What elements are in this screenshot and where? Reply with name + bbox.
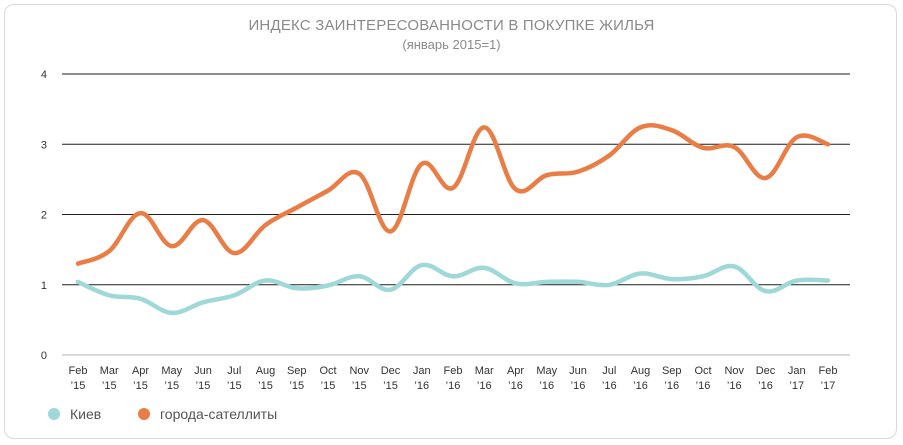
x-tick-label-year: ’15 <box>258 380 273 392</box>
x-tick-label: Feb <box>819 365 838 377</box>
series-line-0 <box>75 262 831 316</box>
legend-item-0: Киев <box>48 406 101 422</box>
x-tick-label: Nov <box>724 365 744 377</box>
x-tick-label: Feb <box>69 365 88 377</box>
x-tick-label-year: ’15 <box>352 380 367 392</box>
x-tick-label-year: ’15 <box>321 380 336 392</box>
x-tick-label: Sep <box>287 365 307 377</box>
x-tick-label-year: ’16 <box>477 380 492 392</box>
x-tick-label-year: ’17 <box>789 380 804 392</box>
x-tick-label-year: ’16 <box>664 380 679 392</box>
x-tick-label: Aug <box>256 365 276 377</box>
legend-item-1: города-сателлиты <box>138 406 277 422</box>
x-tick-label-year: ’15 <box>133 380 148 392</box>
x-tick-label: May <box>161 365 182 377</box>
x-tick-label: Aug <box>631 365 651 377</box>
x-tick-label: May <box>536 365 557 377</box>
x-tick-label-year: ’15 <box>227 380 242 392</box>
x-tick-label: Jul <box>227 365 241 377</box>
x-tick-label: Oct <box>319 365 336 377</box>
y-tick-label: 2 <box>41 210 47 222</box>
x-tick-label-year: ’16 <box>696 380 711 392</box>
x-tick-label: Feb <box>444 365 463 377</box>
x-tick-label: Oct <box>694 365 711 377</box>
x-tick-label-year: ’16 <box>414 380 429 392</box>
x-tick-label-year: ’15 <box>71 380 86 392</box>
y-tick-label: 0 <box>41 350 47 362</box>
chart-subtitle: (январь 2015=1) <box>402 37 501 52</box>
x-tick-label: Mar <box>100 365 119 377</box>
x-tick-label-year: ’15 <box>196 380 211 392</box>
x-tick-label-year: ’15 <box>289 380 304 392</box>
x-tick-label: Apr <box>132 365 149 377</box>
x-tick-label-year: ’16 <box>446 380 461 392</box>
y-tick-label: 1 <box>41 280 47 292</box>
x-tick-label: Jul <box>602 365 616 377</box>
x-tick-label-year: ’16 <box>508 380 523 392</box>
chart-title: ИНДЕКС ЗАИНТЕРЕСОВАННОСТИ В ПОКУПКЕ ЖИЛЬ… <box>248 17 655 34</box>
x-tick-label-year: ’16 <box>571 380 586 392</box>
x-tick-label-year: ’16 <box>727 380 742 392</box>
x-tick-label: Dec <box>381 365 401 377</box>
y-tick-label: 3 <box>41 139 47 151</box>
x-tick-label: Jan <box>413 365 431 377</box>
x-tick-label: Jun <box>569 365 587 377</box>
legend-label: города-сателлиты <box>160 406 278 422</box>
x-tick-label: Nov <box>349 365 369 377</box>
x-tick-label: Apr <box>507 365 524 377</box>
y-tick-label: 4 <box>41 69 47 81</box>
legend-label: Киев <box>70 406 102 422</box>
x-tick-label-year: ’16 <box>539 380 554 392</box>
x-tick-label-year: ’16 <box>633 380 648 392</box>
x-tick-label-year: ’15 <box>383 380 398 392</box>
x-tick-label-year: ’17 <box>821 380 836 392</box>
legend-swatch <box>48 408 60 420</box>
series-line-1 <box>75 123 831 266</box>
x-tick-label: Mar <box>475 365 494 377</box>
legend-swatch <box>138 408 150 420</box>
x-tick-label: Sep <box>662 365 682 377</box>
x-tick-label-year: ’16 <box>758 380 773 392</box>
x-tick-label: Jan <box>788 365 806 377</box>
x-tick-label-year: ’15 <box>164 380 179 392</box>
x-tick-label: Dec <box>756 365 776 377</box>
x-tick-label-year: ’15 <box>102 380 117 392</box>
x-tick-label-year: ’16 <box>602 380 617 392</box>
x-tick-label: Jun <box>194 365 212 377</box>
